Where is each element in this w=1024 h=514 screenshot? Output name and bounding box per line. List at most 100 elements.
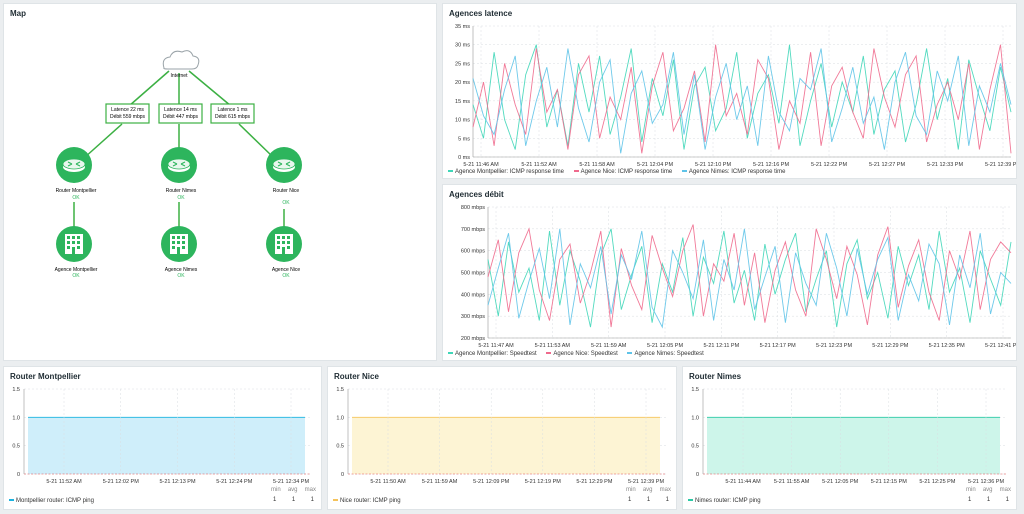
agence-status: OK: [177, 273, 185, 279]
map-title: Map: [10, 9, 26, 18]
legend-label: Agence Nimes: Speedtest: [634, 351, 704, 357]
y-tick-label: 800 mbps: [461, 205, 485, 211]
agence-name: Agence Nimes: [165, 267, 198, 273]
internet-cloud-icon[interactable]: [162, 50, 200, 70]
series-area: [352, 417, 660, 474]
stat-max: 1: [1005, 497, 1009, 503]
x-tick-label: 5-21 11:59 AM: [422, 479, 458, 485]
stat-header: min: [271, 487, 281, 493]
agence-name: Agence Nice: [272, 267, 301, 273]
ping-legend[interactable]: Montpellier router: ICMP ping: [9, 498, 94, 504]
x-tick-label: 5-21 11:47 AM: [478, 343, 514, 349]
link-latence: Latence 22 ms: [111, 107, 144, 113]
x-tick-label: 5-21 12:24 PM: [216, 479, 252, 485]
y-tick-label: 400 mbps: [461, 292, 485, 298]
ping-chart[interactable]: 0 0.5 1.0 1.5 5-21 11:44 AM 5-21 11:55 AM 5-21…: [683, 381, 1016, 493]
debit-chart[interactable]: 200 mbps 300 mbps 400 mbps 500 mbps 600 mbps…: [443, 199, 1016, 349]
link-debit: Débit 559 mbps: [110, 114, 146, 120]
agence-nimes-icon[interactable]: [161, 226, 197, 262]
stat-header: max: [304, 487, 316, 493]
x-tick-label: 5-21 12:17 PM: [760, 343, 796, 349]
y-tick-label: 300 mbps: [461, 314, 485, 320]
link-box-nice[interactable]: Latence 1 ms Débit 615 mbps: [210, 103, 255, 124]
legend-label: Agence Montpellier: Speedtest: [455, 351, 537, 357]
x-tick-label: 5-21 12:25 PM: [919, 479, 955, 485]
stat-header: max: [999, 487, 1011, 493]
x-tick-label: 5-21 11:52 AM: [46, 479, 82, 485]
y-tick-label: 600 mbps: [461, 249, 485, 255]
series-line: [472, 48, 1012, 154]
latency-title: Agences latence: [449, 9, 513, 18]
x-tick-label: 5-21 12:29 PM: [872, 343, 908, 349]
y-tick-label: 10 ms: [455, 118, 470, 124]
x-tick-label: 5-21 11:50 AM: [370, 479, 406, 485]
internet-label: Internet: [171, 73, 189, 79]
map-links: [73, 70, 285, 228]
agence-name: Agence Montpellier: [55, 267, 98, 273]
series-line: [472, 44, 1012, 154]
stat-min: 1: [273, 497, 277, 503]
ping-panel-montpellier: Router Montpellier 0 0.5 1.0 1.5 5-21 11:52 …: [3, 366, 322, 510]
x-tick-label: 5-21 12:23 PM: [816, 343, 852, 349]
router-nice-icon[interactable]: [266, 147, 302, 183]
legend-item[interactable]: Agence Nice: Speedtest: [546, 351, 618, 357]
stat-header: avg: [982, 487, 993, 493]
legend-item[interactable]: Agence Nimes: Speedtest: [627, 351, 704, 357]
link-latence: Latence 1 ms: [217, 107, 248, 113]
series-area: [28, 417, 305, 474]
legend-label: Agence Nice: Speedtest: [553, 351, 618, 357]
y-tick-label: 0.5: [691, 444, 699, 450]
ping-title: Router Nice: [334, 372, 379, 381]
series-line: [487, 228, 1012, 328]
x-tick-label: 5-21 12:22 PM: [811, 162, 847, 168]
x-tick-label: 5-21 12:27 PM: [869, 162, 905, 168]
ping-chart[interactable]: 0 0.5 1.0 1.5 5-21 11:52 AM 5-21 12:02 PM 5-21…: [4, 381, 321, 493]
x-tick-label: 5-21 12:13 PM: [159, 479, 195, 485]
y-tick-label: 25 ms: [455, 61, 470, 67]
ping-stats: min avg max 1 1 1: [626, 487, 671, 503]
stat-min: 1: [968, 497, 972, 503]
x-tick-label: 5-21 12:41 PM: [985, 343, 1016, 349]
latency-chart[interactable]: 0 ms 5 ms 10 ms 15 ms 20 ms 25 ms 30 ms 35 ms 5-…: [443, 18, 1016, 168]
legend-item[interactable]: Agence Nimes: ICMP response time: [681, 169, 786, 175]
link-box-nimes[interactable]: Latence 14 ms Débit 447 mbps: [158, 103, 203, 124]
x-tick-label: 5-21 12:05 PM: [647, 343, 683, 349]
y-tick-label: 500 mbps: [461, 271, 485, 277]
legend-item[interactable]: Agence Montpellier: ICMP response time: [448, 169, 564, 175]
ping-title: Router Nimes: [689, 372, 742, 381]
legend-label: Agence Montpellier: ICMP response time: [455, 169, 564, 175]
link-latence: Latence 14 ms: [164, 107, 197, 113]
ping-chart[interactable]: 0 0.5 1.0 1.5 5-21 11:50 AM 5-21 11:59 AM 5-21…: [328, 381, 676, 493]
x-tick-label: 5-21 12:15 PM: [871, 479, 907, 485]
legend-label: Agence Nimes: ICMP response time: [688, 169, 786, 175]
ping-legend[interactable]: Nimes router: ICMP ping: [688, 498, 761, 504]
legend-item[interactable]: Agence Nice: ICMP response time: [573, 169, 672, 175]
latency-legend: Agence Montpellier: ICMP response time A…: [448, 169, 794, 175]
agence-status: OK: [282, 273, 290, 279]
router-nimes-icon[interactable]: [161, 147, 197, 183]
stat-max: 1: [310, 497, 314, 503]
y-tick-label: 0: [341, 472, 344, 478]
router-montpellier-icon[interactable]: [56, 147, 92, 183]
map-panel: Map Internet Latence 22 ms Débit 559 mbp…: [3, 3, 437, 361]
ping-title: Router Montpellier: [10, 372, 81, 381]
y-tick-label: 5 ms: [458, 136, 470, 142]
ping-legend[interactable]: Nice router: ICMP ping: [333, 498, 401, 504]
legend-label: Montpellier router: ICMP ping: [16, 498, 94, 504]
x-tick-label: 5-21 11:59 AM: [591, 343, 627, 349]
x-tick-label: 5-21 11:52 AM: [521, 162, 557, 168]
link-box-montpellier[interactable]: Latence 22 ms Débit 559 mbps: [105, 103, 150, 124]
x-tick-label: 5-21 12:10 PM: [695, 162, 731, 168]
y-tick-label: 1.0: [12, 415, 20, 421]
router-name: Router Montpellier: [56, 188, 97, 194]
agence-montpellier-icon[interactable]: [56, 226, 92, 262]
legend-item[interactable]: Agence Montpellier: Speedtest: [448, 351, 537, 357]
series-area: [707, 417, 1000, 474]
stat-min: 1: [628, 497, 632, 503]
router-name: Router Nice: [273, 188, 300, 194]
network-map: Internet Latence 22 ms Débit 559 mbps La…: [55, 50, 302, 279]
y-tick-label: 200 mbps: [461, 336, 485, 342]
agence-status: OK: [72, 273, 80, 279]
stat-header: avg: [642, 487, 653, 493]
agence-nice-icon[interactable]: [266, 226, 302, 262]
